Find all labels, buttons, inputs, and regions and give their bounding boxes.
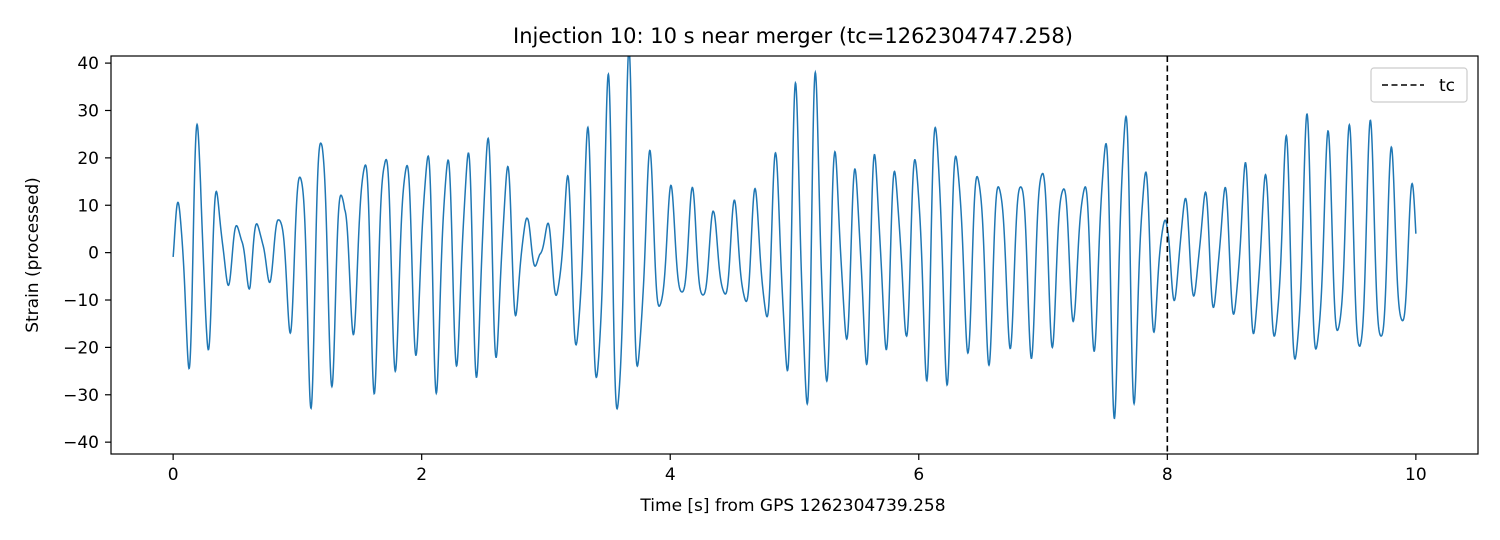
y-tick-label: 0 [88,244,99,264]
y-tick-label: −40 [63,433,99,453]
y-tick-label: 40 [77,54,99,74]
x-tick-label: 2 [416,465,427,485]
y-tick-label: 20 [77,149,99,169]
y-axis-label: Strain (processed) [23,177,43,333]
legend-tc-label: tc [1439,76,1455,96]
y-tick-label: −30 [63,386,99,406]
y-tick-label: −10 [63,291,99,311]
y-axis: −40 −30 −20 −10 0 10 20 30 40 [63,54,111,453]
x-axis-label: Time [s] from GPS 1262304739.258 [639,496,945,516]
x-tick-label: 8 [1162,465,1173,485]
plot-area [110,55,1479,455]
x-axis: 0 2 4 6 8 10 [168,454,1427,485]
y-tick-label: 30 [77,101,99,121]
x-tick-label: 6 [913,465,924,485]
y-tick-label: 10 [77,196,99,216]
chart-title: Injection 10: 10 s near merger (tc=12623… [513,24,1073,48]
x-tick-label: 4 [665,465,676,485]
x-tick-label: 0 [168,465,179,485]
legend-box [1370,67,1468,103]
y-tick-label: −20 [63,338,99,358]
strain-series-line [172,56,1417,420]
x-tick-label: 10 [1405,465,1427,485]
plot-frame [110,55,1479,455]
legend: tc [1370,67,1468,103]
